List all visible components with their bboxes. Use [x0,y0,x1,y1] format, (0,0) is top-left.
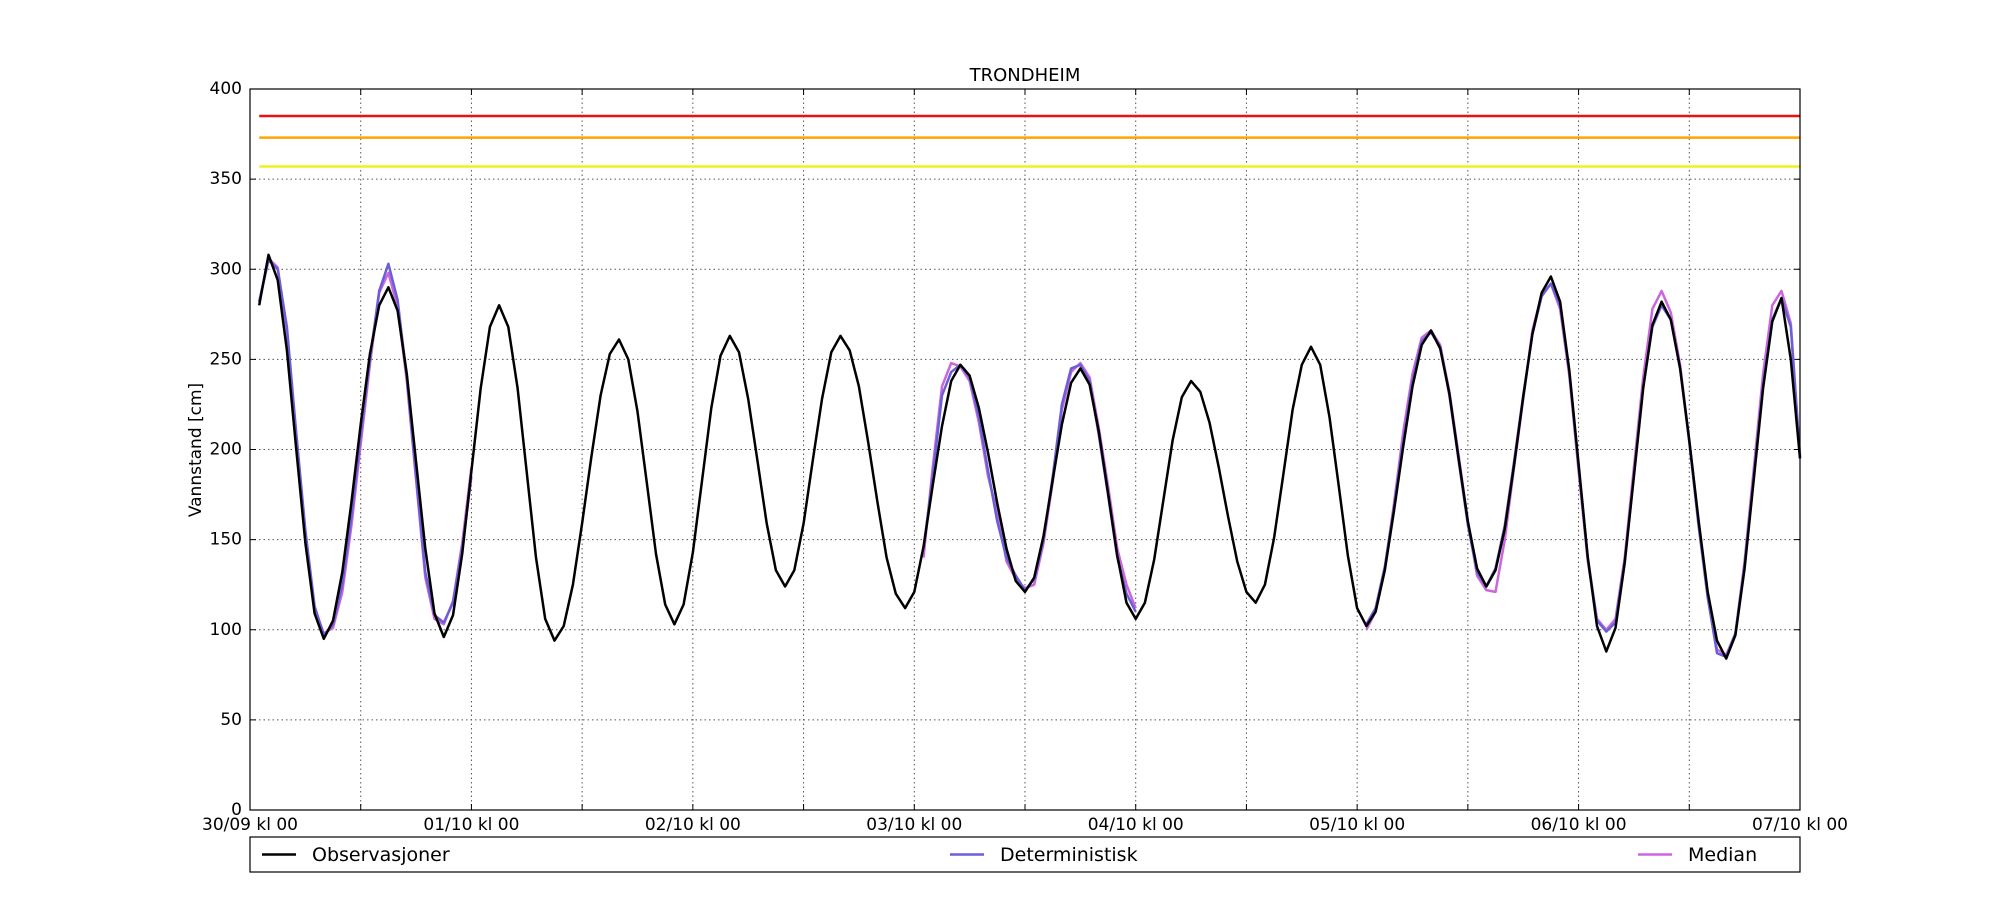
y-tick-label: 100 [210,620,242,640]
x-tick-label: 03/10 kl 00 [866,815,962,835]
plot-frame [249,88,1801,811]
y-tick-label: 50 [220,710,242,730]
legend-label: Observasjoner [312,844,450,866]
legend-label: Deterministisk [1000,844,1138,866]
y-tick-label: 0 [231,800,242,820]
x-tick-label: 06/10 kl 00 [1531,815,1627,835]
y-tick-label: 400 [210,79,242,99]
y-tick-label: 300 [210,259,242,279]
legend-label: Median [1688,844,1757,866]
y-tick-label: 150 [210,530,242,550]
chart-title: TRONDHEIM [969,65,1081,86]
x-tick-label: 05/10 kl 00 [1309,815,1405,835]
x-tick-label: 07/10 kl 00 [1752,815,1848,835]
y-tick-label: 200 [210,440,242,460]
series-line [257,253,1802,660]
legend-box [249,836,1801,873]
y-tick-label: 350 [210,169,242,189]
y-axis-label: Vannstand [cm] [186,383,206,517]
x-tick-label: 01/10 kl 00 [423,815,519,835]
y-tick-label: 250 [210,349,242,369]
x-tick-label: 04/10 kl 00 [1088,815,1184,835]
x-tick-label: 30/09 kl 00 [202,815,298,835]
x-tick-label: 02/10 kl 00 [645,815,741,835]
